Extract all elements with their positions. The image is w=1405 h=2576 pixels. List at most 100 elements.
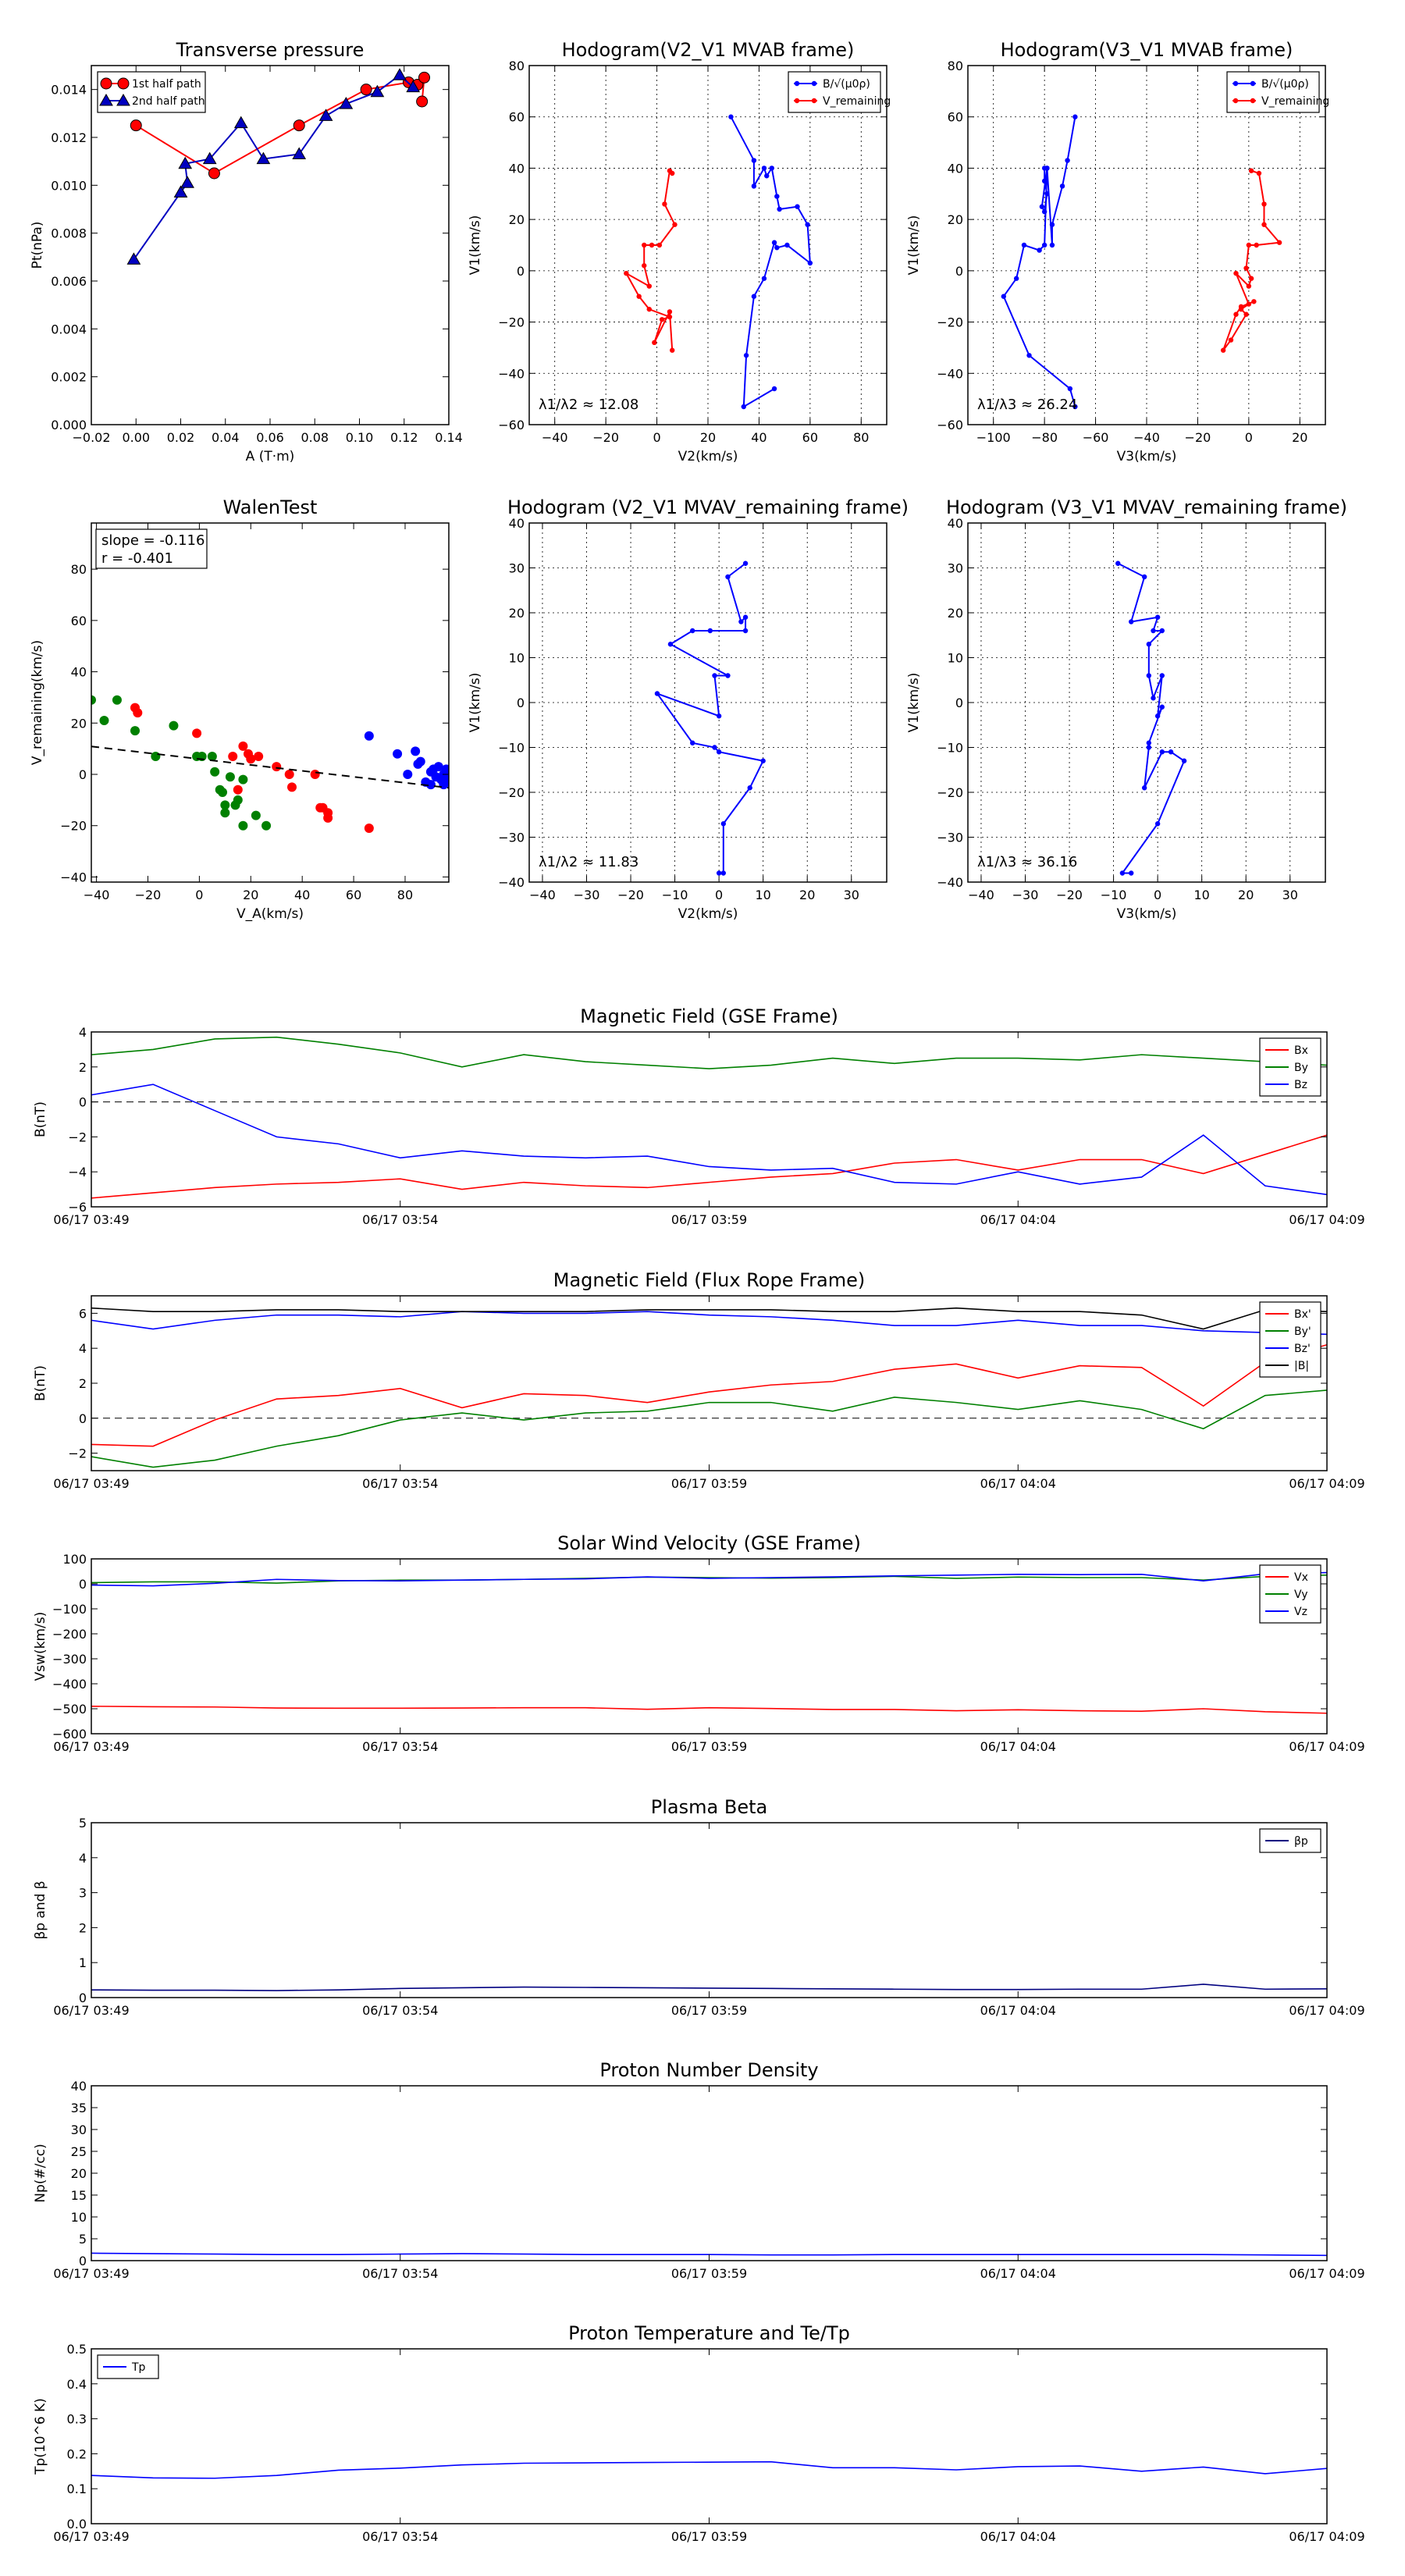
data-point bbox=[1141, 574, 1147, 580]
data-point bbox=[642, 242, 647, 248]
data-point bbox=[652, 340, 657, 346]
chart-p4: WalenTest −40 −20 0 20 40 60 80 −40 −20 0 20 40 60 80 V… bbox=[30, 496, 450, 922]
y-tick-label: 0.0 bbox=[67, 2517, 87, 2532]
legend-marker bbox=[1232, 80, 1239, 87]
data-point bbox=[99, 716, 109, 725]
legend-label: Bx' bbox=[1294, 1308, 1311, 1321]
legend-label: |B| bbox=[1294, 1360, 1309, 1372]
data-point bbox=[624, 270, 629, 276]
y-tick-label: 20 bbox=[509, 212, 525, 227]
y-tick-label: 0.008 bbox=[51, 226, 87, 241]
chart-p2: Hodogram(V2_V1 MVAB frame) −40 −20 0 20 40 60 8… bbox=[468, 39, 891, 464]
data-point bbox=[225, 772, 235, 782]
data-point bbox=[393, 749, 403, 759]
x-tick-label: 0.00 bbox=[122, 430, 150, 445]
series-line-p bbox=[91, 1984, 1327, 1991]
data-point bbox=[1276, 240, 1282, 245]
y-axis-label: V1(km/s) bbox=[468, 673, 483, 733]
y-tick-label: 20 bbox=[948, 212, 963, 227]
y-tick-label: 4 bbox=[79, 1025, 87, 1040]
legend-label: Vz bbox=[1294, 1606, 1307, 1618]
chart-title: Hodogram(V2_V1 MVAB frame) bbox=[562, 39, 855, 61]
legend-label: B/√(μ0ρ) bbox=[1261, 78, 1309, 91]
data-point bbox=[777, 206, 782, 212]
y-tick-label: −40 bbox=[60, 870, 87, 884]
y-tick-label: 40 bbox=[948, 161, 963, 176]
data-point bbox=[364, 731, 374, 741]
y-tick-label: 0.012 bbox=[51, 130, 87, 145]
x-tick-label: −40 bbox=[968, 888, 994, 902]
y-tick-label: −600 bbox=[52, 1727, 87, 1742]
chart-p8: Magnetic Field (Flux Rope Frame) 06/17 03… bbox=[33, 1269, 1365, 1491]
plot-area bbox=[1001, 114, 1282, 410]
data-point bbox=[370, 84, 385, 98]
x-tick-label: 06/17 03:54 bbox=[362, 2266, 438, 2281]
data-point bbox=[1154, 821, 1161, 827]
data-point bbox=[716, 713, 722, 719]
x-tick-label: 06/17 04:09 bbox=[1289, 2266, 1364, 2281]
legend-label: B/√(μ0ρ) bbox=[823, 78, 870, 91]
y-tick-label: 0 bbox=[517, 696, 525, 710]
y-tick-label: −10 bbox=[498, 741, 525, 756]
y-tick-label: −60 bbox=[937, 418, 963, 432]
data-point bbox=[774, 245, 780, 251]
data-point bbox=[646, 283, 652, 289]
data-point bbox=[1044, 191, 1050, 197]
plot-frame bbox=[91, 1031, 1328, 1208]
y-axis-label: βp and β bbox=[33, 1880, 48, 1939]
data-point bbox=[738, 619, 744, 624]
data-point bbox=[642, 263, 647, 269]
x-tick-label: 06/17 04:09 bbox=[1289, 2529, 1364, 2544]
x-tick-label: 06/17 04:09 bbox=[1289, 1212, 1364, 1227]
y-tick-label: −40 bbox=[498, 875, 525, 890]
data-point bbox=[1065, 158, 1070, 163]
x-tick-label: 0 bbox=[1154, 888, 1161, 902]
chart-title: Proton Temperature and Te/Tp bbox=[568, 2322, 850, 2344]
data-point bbox=[720, 870, 726, 876]
data-point bbox=[720, 821, 726, 827]
data-point bbox=[1246, 242, 1252, 248]
chart-title: Proton Number Density bbox=[599, 2059, 818, 2081]
x-tick-label: −20 bbox=[1185, 430, 1211, 445]
y-tick-label: 0.004 bbox=[51, 322, 87, 336]
data-point bbox=[1254, 242, 1259, 248]
y-tick-label: −4 bbox=[68, 1165, 87, 1179]
x-tick-label: −80 bbox=[1031, 430, 1058, 445]
x-tick-label: 06/17 03:54 bbox=[362, 2529, 438, 2544]
data-point bbox=[228, 752, 238, 761]
data-point bbox=[716, 749, 722, 755]
data-point bbox=[1246, 301, 1252, 307]
data-point bbox=[238, 741, 248, 751]
x-axis-label: A (T·m) bbox=[246, 449, 295, 464]
data-point bbox=[1146, 740, 1152, 745]
x-tick-label: −40 bbox=[529, 888, 556, 902]
y-tick-label: 10 bbox=[71, 2210, 87, 2225]
y-tick-label: 40 bbox=[948, 516, 963, 531]
series-line-Vremaining bbox=[1222, 169, 1282, 351]
data-point bbox=[1141, 785, 1147, 791]
data-point bbox=[1072, 114, 1078, 119]
y-tick-label: 0 bbox=[517, 264, 525, 279]
plot-frame bbox=[91, 2348, 1328, 2524]
x-tick-label: −40 bbox=[84, 888, 110, 902]
data-point bbox=[1151, 696, 1156, 701]
series-line-Bx bbox=[91, 1134, 1327, 1199]
data-point bbox=[1181, 758, 1187, 763]
plot-frame bbox=[91, 1822, 1328, 1998]
y-tick-label: 60 bbox=[509, 110, 525, 125]
data-point bbox=[360, 84, 372, 96]
x-tick-label: 20 bbox=[799, 888, 815, 902]
data-point bbox=[1151, 628, 1156, 634]
data-point bbox=[220, 800, 230, 810]
data-point bbox=[742, 614, 749, 620]
data-point bbox=[238, 820, 248, 831]
y-tick-label: 0 bbox=[79, 1411, 87, 1426]
data-point bbox=[741, 404, 746, 410]
data-point bbox=[173, 185, 188, 198]
data-point bbox=[771, 240, 777, 245]
x-tick-label: −20 bbox=[617, 888, 644, 902]
legend: Vx Vy Vz bbox=[1259, 1564, 1321, 1624]
data-point bbox=[169, 720, 179, 731]
legend-label: V_remaining bbox=[1261, 95, 1329, 108]
